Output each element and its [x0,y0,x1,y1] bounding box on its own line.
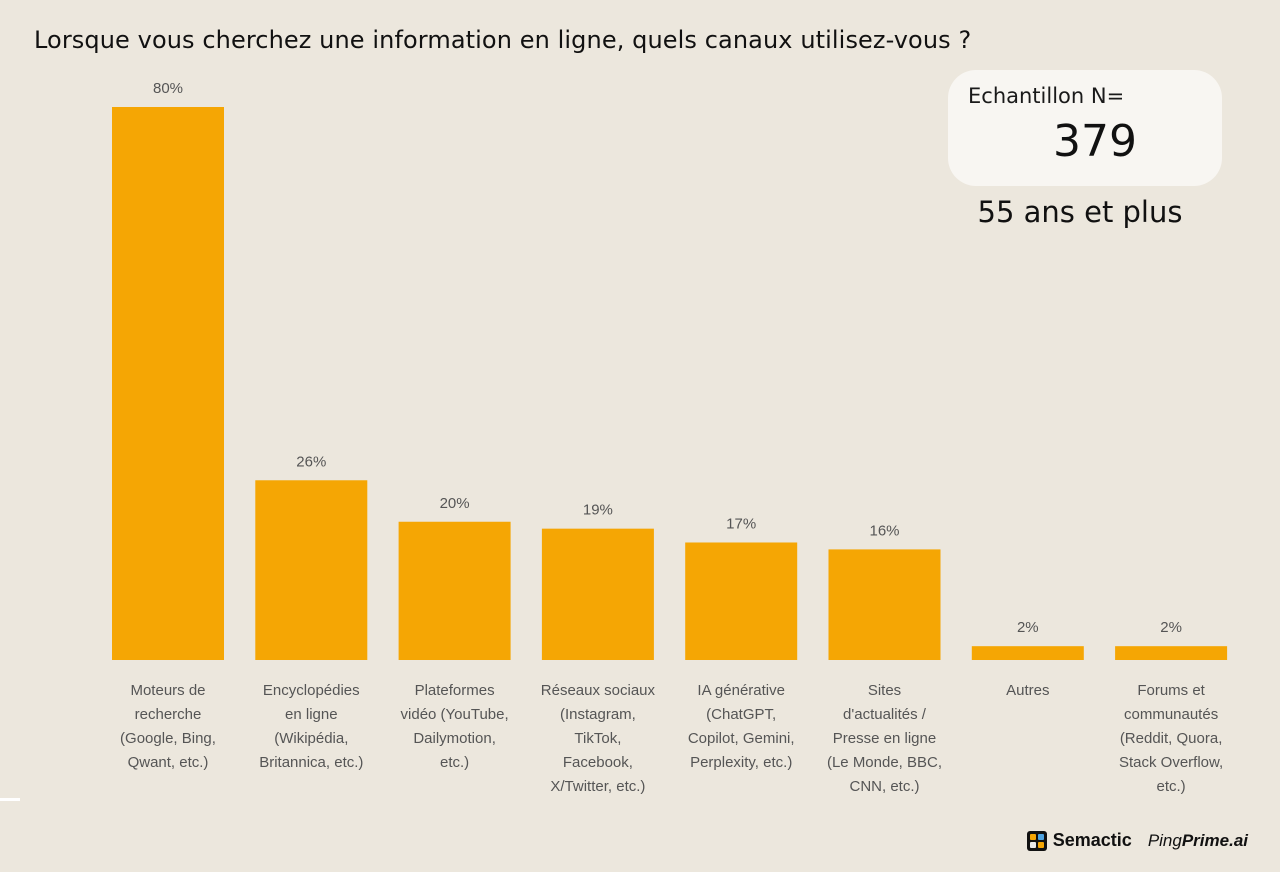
category-label-line: Autres [1006,682,1049,699]
semactic-logo: Semactic [1026,830,1132,851]
bar-7 [1115,646,1228,660]
pingprime-logo-bold: Prime.ai [1181,830,1248,850]
category-label-line: etc.) [1157,778,1186,795]
footer-logos: Semactic PingPrime.ai [1026,830,1248,851]
category-label-0: Moteurs de recherche (Google, Bing, Qwant, … [120,682,216,771]
value-label-5: 16% [869,522,899,539]
bar-5 [828,549,941,660]
pingprime-logo: PingPrime.ai [1148,831,1248,851]
category-label-line: Presse en ligne [833,730,936,747]
category-label-line: IA générative [697,682,785,699]
pingprime-logo-regular: Ping [1147,830,1182,850]
category-label-line: Britannica, etc.) [259,754,363,771]
bar-2 [398,521,511,660]
sample-size-label: Echantillon N= [968,84,1125,108]
category-label-line: Qwant, etc.) [128,754,209,771]
category-label-line: d'actualités / [843,706,927,723]
category-label-line: TikTok, [574,730,621,747]
category-label-line: (ChatGPT, [706,706,776,723]
category-label-line: Encyclopédies [263,682,360,699]
category-label-line: Réseaux sociaux [541,682,656,699]
category-label-6: Autres [1006,682,1049,699]
value-label-3: 19% [583,502,613,519]
category-label-line: Perplexity, etc.) [690,754,792,771]
category-label-7: Forums et communautés (Reddit, Quora, Stack… [1119,682,1223,795]
chart-title: Lorsque vous cherchez une information en… [34,26,972,54]
category-label-line: Dailymotion, [413,730,496,747]
value-label-6: 2% [1017,619,1039,636]
category-label-line: Sites [868,682,901,699]
category-label-line: (Le Monde, BBC, [827,754,942,771]
bar-6 [971,646,1084,660]
category-label-line: Stack Overflow, [1119,754,1223,771]
category-label-line: communautés [1124,706,1218,723]
category-label-line: Copilot, Gemini, [688,730,795,747]
category-label-line: (Wikipédia, [274,730,348,747]
category-label-line: recherche [135,706,202,723]
category-label-line: Plateformes [415,682,495,699]
category-label-line: Facebook, [563,754,633,771]
value-label-7: 2% [1160,619,1182,636]
category-label-line: vidéo (YouTube, [401,706,509,723]
category-label-1: Encyclopédies en ligne (Wikipédia, Britanni… [259,682,363,771]
category-label-line: (Google, Bing, [120,730,216,747]
category-label-4: IA générative (ChatGPT, Copilot, Gemini, Pe… [688,682,795,771]
value-label-2: 20% [440,495,470,512]
category-label-line: Forums et [1137,682,1205,699]
bar-4 [685,542,798,660]
slide-edge-marker [0,798,20,801]
sample-size-value: 379 [1053,116,1137,167]
category-label-line: Moteurs de [130,682,205,699]
category-label-line: X/Twitter, etc.) [550,778,645,795]
category-label-line: (Instagram, [560,706,636,723]
bar-0 [112,107,224,660]
bar-3 [541,528,654,660]
semactic-logo-icon [1026,830,1047,851]
value-label-0: 80% [153,80,183,97]
category-label-5: Sites d'actualités / Presse en ligne (Le Mo… [827,682,942,795]
category-label-line: etc.) [440,754,469,771]
category-label-3: Réseaux sociaux (Instagram, TikTok, Faceboo… [541,682,656,795]
category-label-line: en ligne [285,706,338,723]
audience-segment: 55 ans et plus [977,195,1183,229]
value-label-4: 17% [726,515,756,532]
category-label-line: CNN, etc.) [849,778,919,795]
value-label-1: 26% [296,453,326,470]
bar-1 [255,480,368,660]
category-label-line: (Reddit, Quora, [1120,730,1223,747]
category-label-2: Plateformes vidéo (YouTube, Dailymotion, et… [401,682,509,771]
semactic-logo-text: Semactic [1052,830,1132,850]
sample-size-card: Echantillon N= 379 [948,70,1222,186]
